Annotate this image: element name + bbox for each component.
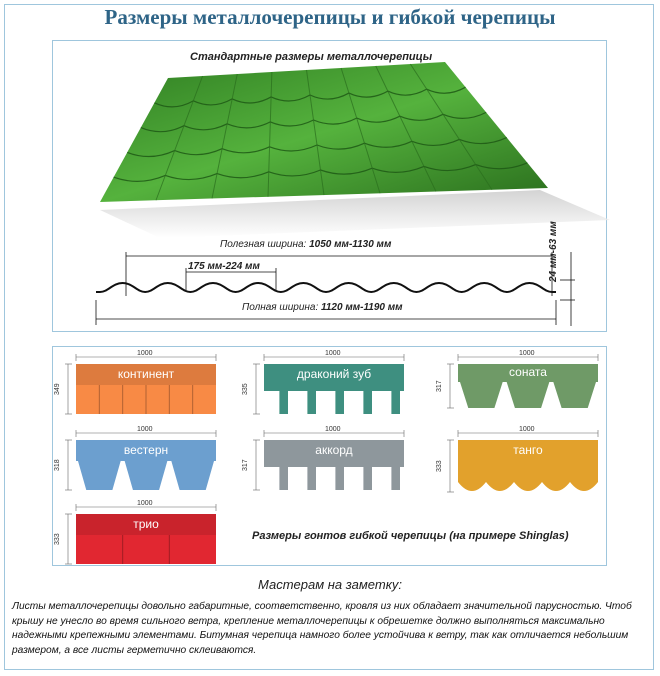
shingle-top [264, 440, 404, 461]
shingles-caption: Размеры гонтов гибкой черепицы (на приме… [252, 530, 569, 542]
metal-subtitle: Стандартные размеры металлочерепицы [190, 51, 433, 63]
shingle-1 [65, 354, 217, 415]
shingle-width-label: 1000 [519, 426, 535, 433]
shingle-name: драконий зуб [296, 366, 372, 381]
shingle-bottom [264, 385, 404, 414]
useful-width-text: Полезная ширина: 1050 мм-1130 мм [220, 239, 391, 250]
shingle-width-label: 1000 [325, 426, 341, 433]
shingle-name: вестерн [123, 442, 169, 457]
shingle-name: соната [509, 365, 547, 379]
shingle-height-label: 317 [436, 380, 443, 392]
shingle-top [76, 364, 216, 385]
shingle-bottom [264, 461, 404, 490]
metal-wave-rib [306, 69, 325, 196]
shingle-name: танго [513, 443, 543, 457]
shingle-top [76, 514, 216, 535]
shingle-width-label: 1000 [137, 500, 153, 507]
useful-width-value: 1050 мм-1130 мм [309, 239, 392, 250]
full-width-text: Полная ширина: 1120 мм-1190 мм [242, 302, 403, 313]
shingle-bottom [458, 382, 598, 408]
step-value: 175 мм-224 мм [188, 261, 260, 272]
metal-wave-rib [267, 71, 273, 197]
shingle-top [76, 440, 216, 461]
metal-wave-rib [409, 63, 493, 191]
shingle-height-label: 317 [242, 459, 249, 471]
shingle-width-label: 1000 [137, 426, 153, 433]
metal-wave-rib [340, 67, 381, 194]
shingle-height-label: 335 [242, 383, 249, 395]
shingle-height-label: 318 [54, 459, 61, 471]
shingle-bottom [76, 535, 216, 564]
height-value: 24 мм-63 мм [548, 221, 559, 282]
shingle-top [458, 440, 598, 462]
shingle-7 [65, 504, 217, 565]
shingle-name: континент [117, 366, 175, 381]
shingle-height-label: 349 [54, 383, 61, 395]
shingle-3 [447, 354, 599, 409]
note-text: Листы металлочерепицы довольно габаритны… [12, 601, 632, 656]
note-heading: Мастерам на заметку: [258, 577, 402, 592]
shingle-width-label: 1000 [325, 350, 341, 357]
shingle-height-label: 333 [436, 460, 443, 472]
full-width-label: Полная ширина: [242, 302, 319, 313]
shingle-4 [65, 430, 217, 491]
full-width-value: 1120 мм-1190 мм [321, 302, 403, 313]
shingle-height-label: 333 [54, 533, 61, 545]
shingle-top [264, 364, 404, 385]
shingle-width-label: 1000 [137, 350, 153, 357]
useful-width-label: Полезная ширина: [220, 239, 307, 250]
page-title: Размеры металлочерепицы и гибкой черепиц… [104, 5, 556, 29]
shingle-6 [447, 430, 599, 493]
shingle-5 [253, 430, 405, 491]
metal-wave-rib [375, 65, 437, 192]
metal-wave-rib [155, 75, 204, 201]
shingle-bottom [458, 462, 598, 491]
shingle-width-label: 1000 [519, 350, 535, 357]
shingle-2 [253, 354, 405, 415]
shingle-name: трио [133, 516, 159, 531]
outer-frame [4, 4, 654, 670]
shingle-name: аккорд [315, 442, 353, 457]
shingle-top [458, 364, 598, 382]
metal-wave-rib [211, 73, 238, 199]
shingle-bottom [76, 461, 216, 490]
